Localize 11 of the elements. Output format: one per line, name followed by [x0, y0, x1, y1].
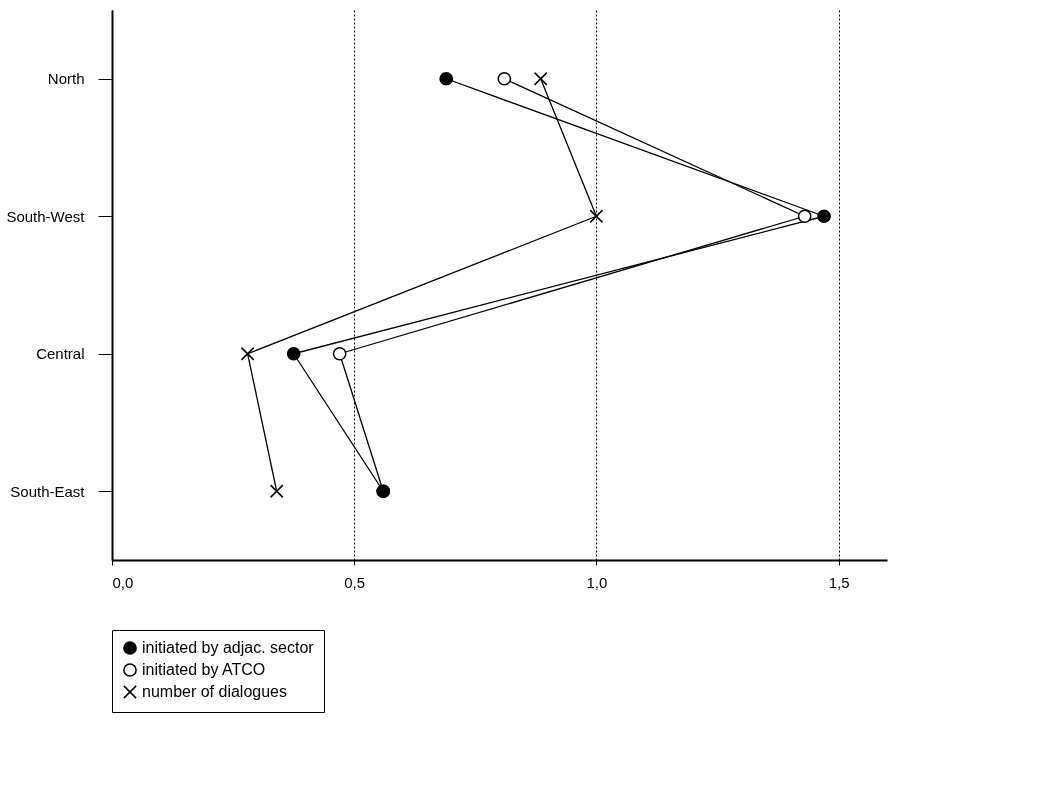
y-tick-label: South-East	[10, 482, 86, 500]
x-tick-label: 1,5	[828, 573, 850, 591]
y-tick-label: North	[47, 70, 85, 88]
y-tick-label: South-West	[6, 207, 86, 225]
x-tick-label: 0,5	[344, 573, 366, 591]
x-tick-label: 0,0	[112, 573, 134, 591]
y-tick-label: Central	[36, 345, 85, 363]
legend-label: initiated by ATCO	[142, 661, 266, 678]
x-tick-label: 1,0	[586, 573, 608, 591]
legend-label: initiated by adjac. sector	[142, 639, 315, 656]
legend-label: number of dialogues	[142, 683, 287, 700]
